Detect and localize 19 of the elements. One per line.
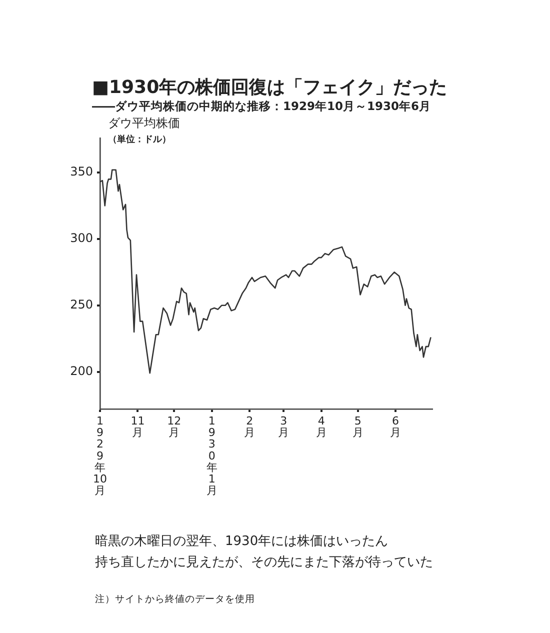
x-tick-label: 6月 — [390, 414, 402, 440]
text: 持ち直したかに見えたが、その先にまた下落が待っていた — [95, 554, 433, 571]
x-tick-label: 1929年10月 — [93, 414, 107, 497]
x-tick-label: 1930年1月 — [206, 414, 218, 497]
y-tick-label: 350 — [70, 164, 93, 179]
x-tick-label: 3月 — [278, 414, 290, 440]
x-tick-label: 2月 — [244, 414, 256, 440]
y-tick-label: 250 — [70, 298, 93, 312]
chart-title: ■1930年の株価回復は「フェイク」だった — [92, 76, 448, 99]
y-axis-title: ダウ平均株価（単位：ドル） — [108, 116, 180, 145]
x-tick-label: 12月 — [167, 414, 182, 440]
chart-subtitle: ――ダウ平均株価の中期的な推移：1929年10月～1930年6月 — [92, 99, 432, 114]
y-tick-label: 300 — [70, 231, 93, 246]
x-tick-label: 5月 — [352, 414, 364, 440]
y-tick-label: 200 — [70, 364, 93, 378]
x-tick-label: 11月 — [130, 414, 145, 440]
x-tick-label: 4月 — [316, 414, 327, 440]
text: 暗黒の木曜日の翌年、1930年には株価はいったん — [95, 533, 388, 550]
text: 注）サイトから終値のデータを使用 — [95, 593, 255, 607]
